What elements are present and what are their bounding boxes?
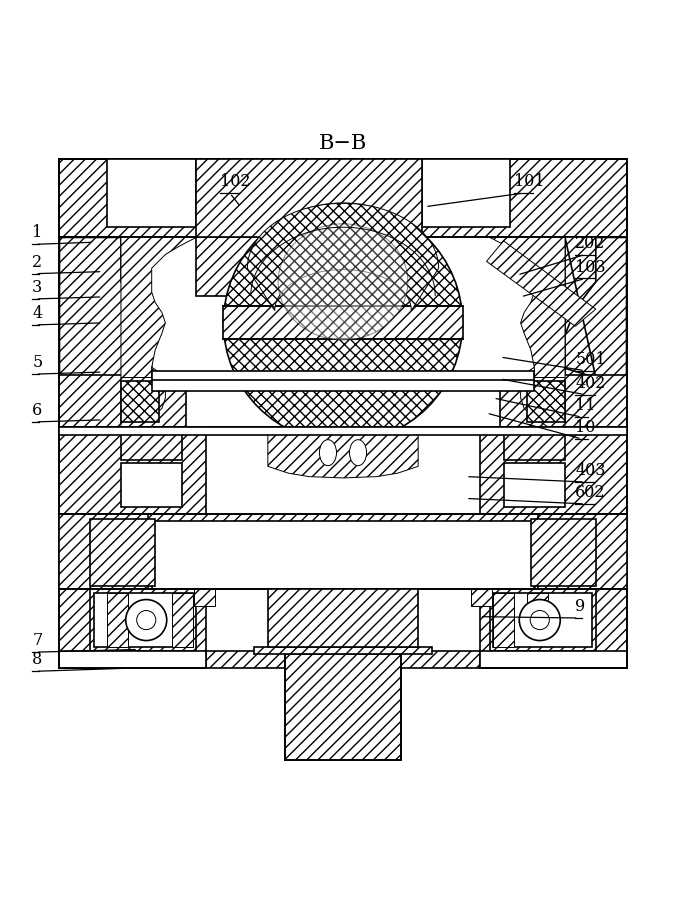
Bar bbox=[60, 159, 626, 237]
Text: 10: 10 bbox=[576, 419, 595, 437]
Bar bbox=[196, 237, 422, 296]
Bar bbox=[528, 593, 548, 634]
Text: 101: 101 bbox=[514, 173, 545, 190]
Text: 3: 3 bbox=[32, 279, 43, 296]
Polygon shape bbox=[562, 237, 626, 378]
Circle shape bbox=[126, 599, 167, 641]
Bar bbox=[493, 593, 593, 647]
Bar bbox=[93, 593, 193, 647]
Bar bbox=[206, 426, 480, 514]
Bar bbox=[471, 589, 492, 607]
Bar bbox=[152, 380, 534, 391]
Text: 5: 5 bbox=[32, 354, 43, 371]
Bar bbox=[422, 159, 510, 227]
Ellipse shape bbox=[349, 439, 366, 466]
Bar bbox=[60, 514, 148, 589]
Bar bbox=[538, 514, 626, 589]
Bar bbox=[504, 463, 565, 507]
Polygon shape bbox=[521, 368, 565, 426]
Bar bbox=[121, 463, 182, 507]
Text: 501: 501 bbox=[576, 351, 606, 368]
Bar bbox=[152, 370, 534, 381]
Bar bbox=[60, 651, 206, 668]
Text: 2: 2 bbox=[32, 254, 43, 271]
Bar bbox=[107, 593, 128, 647]
Circle shape bbox=[530, 610, 549, 630]
Bar bbox=[60, 376, 626, 426]
Bar bbox=[90, 519, 155, 586]
Bar bbox=[480, 589, 626, 668]
Text: 11: 11 bbox=[576, 397, 596, 414]
Circle shape bbox=[519, 599, 560, 641]
Circle shape bbox=[224, 203, 462, 442]
Bar bbox=[565, 237, 626, 378]
Bar bbox=[121, 434, 182, 460]
Bar bbox=[504, 434, 565, 460]
Text: 8: 8 bbox=[32, 652, 43, 668]
Bar bbox=[107, 159, 196, 227]
Bar bbox=[268, 589, 418, 647]
Polygon shape bbox=[60, 237, 152, 378]
Text: 403: 403 bbox=[576, 462, 606, 479]
Polygon shape bbox=[268, 426, 418, 478]
Bar bbox=[490, 589, 596, 651]
Text: 102: 102 bbox=[220, 173, 250, 190]
Bar bbox=[60, 237, 121, 378]
Text: 7: 7 bbox=[32, 632, 43, 650]
Text: B−B: B−B bbox=[319, 134, 367, 153]
Text: 202: 202 bbox=[576, 234, 606, 252]
Text: 1: 1 bbox=[32, 224, 43, 242]
Bar bbox=[285, 654, 401, 760]
Bar bbox=[206, 651, 480, 668]
Circle shape bbox=[137, 610, 156, 630]
Bar bbox=[480, 651, 626, 668]
Bar bbox=[531, 519, 596, 586]
Bar bbox=[186, 376, 500, 426]
Bar bbox=[194, 589, 215, 607]
Bar bbox=[152, 521, 534, 589]
Bar bbox=[60, 589, 206, 668]
Text: 402: 402 bbox=[576, 375, 606, 391]
Text: 4: 4 bbox=[32, 305, 43, 322]
Polygon shape bbox=[248, 203, 438, 311]
Text: 9: 9 bbox=[576, 598, 586, 615]
Text: 103: 103 bbox=[576, 258, 606, 276]
Bar bbox=[224, 306, 462, 339]
Polygon shape bbox=[279, 224, 408, 340]
Polygon shape bbox=[490, 237, 565, 378]
Text: 6: 6 bbox=[32, 403, 43, 419]
Bar bbox=[528, 381, 565, 422]
Polygon shape bbox=[121, 368, 165, 426]
Bar bbox=[121, 381, 158, 422]
Polygon shape bbox=[121, 237, 196, 378]
Bar bbox=[493, 593, 514, 647]
Bar bbox=[172, 593, 193, 647]
Polygon shape bbox=[486, 241, 596, 326]
Bar bbox=[196, 159, 422, 237]
Bar bbox=[255, 647, 431, 654]
Bar bbox=[60, 426, 626, 435]
Text: 602: 602 bbox=[576, 484, 606, 501]
Bar bbox=[60, 514, 626, 589]
Bar bbox=[60, 426, 626, 514]
Ellipse shape bbox=[320, 439, 337, 466]
Bar bbox=[90, 589, 196, 651]
